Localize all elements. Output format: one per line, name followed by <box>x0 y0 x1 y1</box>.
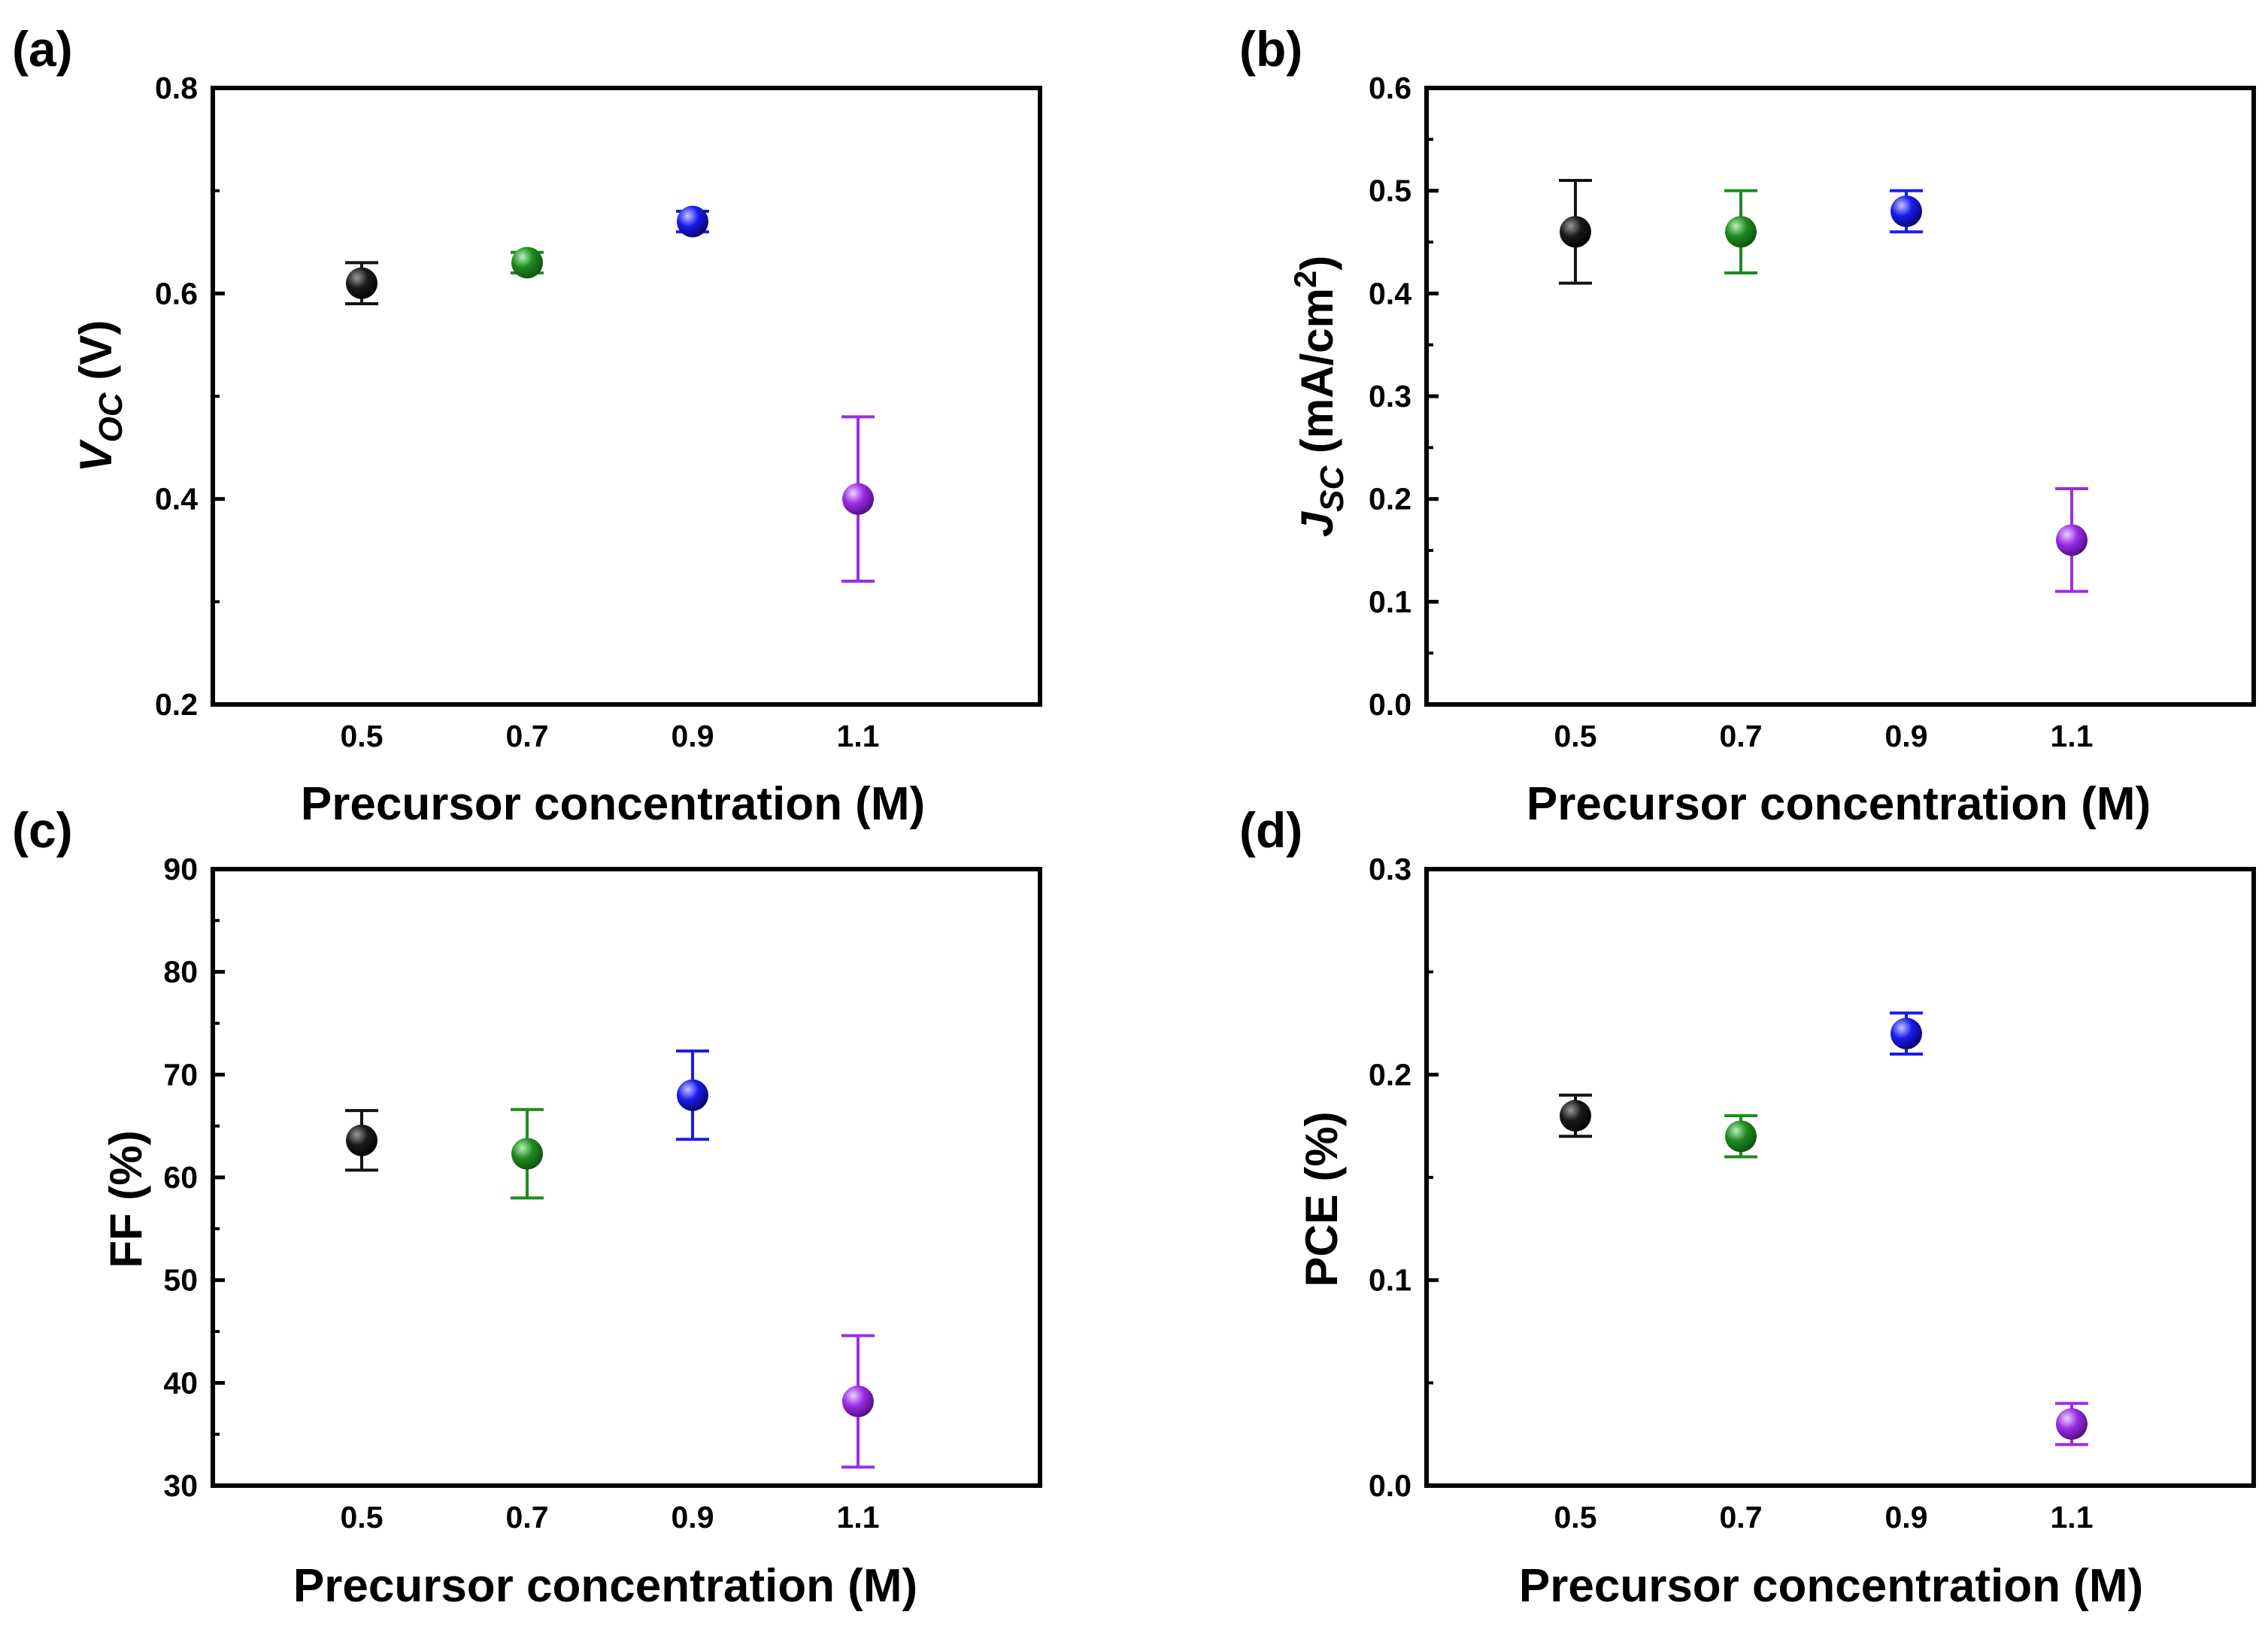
panel-d: (d) 0.0 0.1 0.2 0.3 0.5 0.7 0.9 1.1 Precursor c… <box>1239 802 2256 1612</box>
y-tick-label-b: 0.3 <box>1369 379 1411 414</box>
y-axis-title-a-unit: (V) <box>71 320 121 393</box>
y-axis-title-a: VOC (V) <box>71 320 129 473</box>
x-tick-label-c: 0.5 <box>341 1500 384 1535</box>
data-point-c-1.1 <box>842 1385 874 1417</box>
y-tick-label-a: 0.6 <box>155 276 198 311</box>
y-axis-title-d: PCE (%) <box>1296 1111 1347 1286</box>
x-tick-label-c: 1.1 <box>837 1500 880 1535</box>
y-axis-title-b-sub: SC <box>1314 465 1351 512</box>
data-point-a-0.9 <box>677 205 708 238</box>
y-tick-label-b: 0.5 <box>1369 174 1411 208</box>
x-tick-label-c: 0.7 <box>506 1500 549 1535</box>
data-point-d-0.9 <box>1891 1017 1922 1050</box>
data-point-b-0.9 <box>1891 195 1922 227</box>
x-axis-title-d: Precursor concentration (M) <box>1519 1560 2143 1612</box>
y-tick-label-c: 80 <box>163 955 198 989</box>
x-axis-title-a: Precursor concentration (M) <box>301 778 925 830</box>
y-tick-label-a: 0.4 <box>155 482 198 517</box>
x-tick-label-a: 1.1 <box>837 719 880 753</box>
y-tick-label-d: 0.2 <box>1369 1057 1411 1092</box>
y-tick-label-d: 0.1 <box>1369 1263 1411 1298</box>
x-tick-label-a: 0.5 <box>341 719 384 753</box>
data-point-b-0.5 <box>1560 216 1591 248</box>
x-tick-label-b: 1.1 <box>2051 719 2094 753</box>
y-axis-title-a-main: V <box>71 438 121 472</box>
y-axis-title-b-sup: 2 <box>1287 271 1323 288</box>
panel-c: (c) 30 40 50 60 70 80 90 0.5 0.7 0.9 1.1 Precursor… <box>12 802 1042 1612</box>
x-tick-label-d: 0.5 <box>1554 1500 1597 1535</box>
x-tick-label-c: 0.9 <box>672 1500 714 1535</box>
y-axis-title-b-tail: ) <box>1292 256 1342 271</box>
panel-label-d: (d) <box>1239 802 1302 858</box>
data-point-a-0.7 <box>511 247 543 279</box>
y-tick-label-b: 0.4 <box>1369 276 1411 311</box>
data-point-b-1.1 <box>2056 524 2088 556</box>
y-tick-label-a: 0.8 <box>155 71 198 105</box>
y-tick-label-c: 90 <box>163 852 198 886</box>
data-point-a-0.5 <box>346 267 377 299</box>
y-axis-title-b-main: J <box>1292 510 1342 537</box>
y-tick-label-b: 0.0 <box>1369 687 1411 722</box>
panel-label-b: (b) <box>1239 21 1302 77</box>
y-axis-title-b: JSC (mA/cm2) <box>1287 256 1351 538</box>
x-tick-label-a: 0.7 <box>506 719 549 753</box>
y-axis-title-b-unit: (mA/cm <box>1292 288 1342 466</box>
y-tick-label-d: 0.0 <box>1369 1468 1411 1503</box>
x-axis-title-c: Precursor concentration (M) <box>293 1560 917 1612</box>
y-tick-label-b: 0.1 <box>1369 584 1411 619</box>
x-axis-title-b: Precursor concentration (M) <box>1527 778 2151 830</box>
panel-label-c: (c) <box>12 802 73 858</box>
y-tick-label-c: 60 <box>163 1160 198 1195</box>
x-tick-label-d: 0.9 <box>1885 1500 1928 1535</box>
x-tick-label-a: 0.9 <box>672 719 714 753</box>
data-point-c-0.7 <box>511 1138 543 1170</box>
plot-area-c: 30 40 50 60 70 80 90 0.5 0.7 0.9 1.1 <box>163 852 879 1535</box>
plot-area-a: 0.2 0.4 0.6 0.8 0.5 0.7 0.9 1.1 <box>155 71 880 753</box>
data-point-b-0.7 <box>1725 216 1757 248</box>
x-tick-label-b: 0.9 <box>1885 719 1928 753</box>
panel-label-a: (a) <box>12 21 73 77</box>
x-tick-label-d: 0.7 <box>1720 1500 1763 1535</box>
data-point-d-0.5 <box>1560 1100 1591 1132</box>
y-tick-label-b: 0.2 <box>1369 482 1411 517</box>
y-tick-label-c: 50 <box>163 1263 198 1298</box>
data-point-d-1.1 <box>2056 1408 2088 1440</box>
y-axis-title-a-sub: OC <box>92 392 129 442</box>
panel-b: (b) 0.0 0.1 0.2 0.3 0.4 0.5 0.6 0.5 0.7 0.9 1.1 Pr… <box>1239 21 2256 830</box>
x-tick-label-b: 0.5 <box>1554 719 1597 753</box>
plot-area-b: 0.0 0.1 0.2 0.3 0.4 0.5 0.6 0.5 0.7 0.9 1.1 <box>1369 71 2094 753</box>
data-point-a-1.1 <box>842 483 874 515</box>
panel-a: (a) 0.2 0.4 0.6 0.8 0.5 0.7 0.9 1.1 Precursor c… <box>12 21 1042 830</box>
plot-area-d: 0.0 0.1 0.2 0.3 0.5 0.7 0.9 1.1 <box>1369 852 2094 1535</box>
y-tick-label-d: 0.3 <box>1369 852 1411 886</box>
data-point-d-0.7 <box>1725 1120 1757 1153</box>
x-tick-label-b: 0.7 <box>1720 719 1763 753</box>
y-axis-title-c: FF (%) <box>101 1130 151 1268</box>
data-point-c-0.5 <box>346 1124 377 1156</box>
y-tick-label-c: 70 <box>163 1057 198 1092</box>
y-tick-label-c: 40 <box>163 1365 198 1400</box>
y-tick-label-a: 0.2 <box>155 687 198 722</box>
y-tick-label-c: 30 <box>163 1468 198 1503</box>
x-tick-label-d: 1.1 <box>2051 1500 2094 1535</box>
data-point-c-0.9 <box>677 1079 708 1111</box>
y-tick-label-b: 0.6 <box>1369 71 1411 105</box>
